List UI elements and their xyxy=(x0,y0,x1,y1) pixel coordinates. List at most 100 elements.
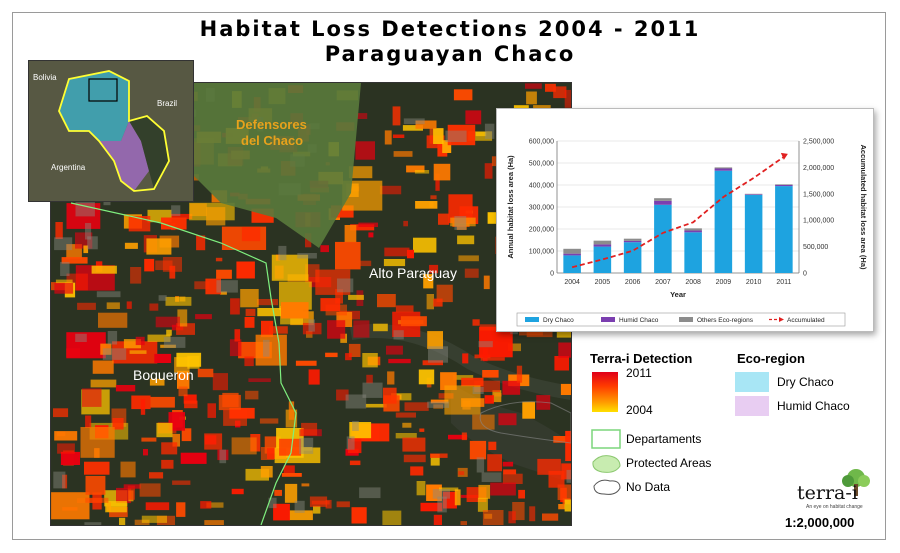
loss-patch xyxy=(442,140,452,153)
loss-patch xyxy=(200,501,212,509)
loss-patch xyxy=(403,454,426,463)
loss-patch xyxy=(553,436,571,443)
loss-patch xyxy=(306,330,313,338)
main-map[interactable]: Defensores del Chaco Alto Paraguay Boque… xyxy=(50,82,572,526)
loss-patch xyxy=(478,484,491,499)
habitat-loss-chart: 0 100,000 200,000 300,000 400,000 500,000 600,… xyxy=(496,108,874,332)
legend-protected-areas: Protected Areas xyxy=(626,456,712,470)
bar-humid-chaco xyxy=(775,185,793,187)
loss-patch xyxy=(443,491,457,509)
loss-patch xyxy=(336,389,349,401)
loss-patch xyxy=(194,281,210,290)
loss-patch xyxy=(189,203,207,217)
cleared-patch xyxy=(478,341,493,348)
loss-patch xyxy=(366,374,373,384)
y-right-tick-label: 1,500,000 xyxy=(803,191,834,198)
loss-patch xyxy=(106,302,120,309)
y-right-tick-label: 0 xyxy=(803,271,807,278)
loss-patch xyxy=(150,396,175,408)
cleared-patch xyxy=(297,253,317,259)
label-boqueron: Boqueron xyxy=(133,367,194,383)
loss-patch xyxy=(273,503,290,521)
terra-i-logo: terra-i xyxy=(797,482,858,504)
loss-patch xyxy=(400,316,427,327)
y-left-tick-label: 500,000 xyxy=(529,161,554,168)
loss-patch xyxy=(556,328,571,338)
loss-patch xyxy=(85,415,92,428)
loss-patch xyxy=(426,484,442,501)
loss-patch xyxy=(477,497,488,512)
cleared-patch xyxy=(437,496,447,513)
chart-legend-arrow xyxy=(779,317,784,322)
loss-patch xyxy=(564,499,571,512)
cleared-patch xyxy=(566,469,571,483)
loss-patch xyxy=(430,399,449,404)
tree-icon xyxy=(842,469,870,496)
loss-patch xyxy=(54,431,78,441)
loss-patch xyxy=(178,386,188,397)
legend-symbols xyxy=(591,429,621,495)
bar-dry-chaco xyxy=(684,232,702,273)
loss-patch xyxy=(176,323,195,335)
chart-legend-swatch xyxy=(525,317,539,322)
loss-patch xyxy=(284,483,298,503)
loss-patch xyxy=(216,269,232,279)
loss-patch xyxy=(92,360,114,374)
loss-patch xyxy=(502,473,523,484)
loss-patch xyxy=(461,432,467,441)
cleared-patch xyxy=(476,457,485,473)
cleared-patch xyxy=(107,331,118,345)
loss-patch xyxy=(257,308,284,317)
bar-others-eco-regions xyxy=(775,184,793,185)
loss-patch xyxy=(448,434,468,440)
loss-patch xyxy=(196,235,206,251)
loss-patch xyxy=(217,449,229,461)
loss-patch xyxy=(382,510,402,525)
loss-patch xyxy=(353,320,370,338)
loss-patch xyxy=(220,291,227,295)
loss-patch xyxy=(433,163,451,181)
loss-patch xyxy=(155,316,180,328)
loss-patch xyxy=(144,258,155,272)
chart-legend-label: Others Eco-regions xyxy=(697,317,754,324)
bar-dry-chaco xyxy=(623,242,642,273)
x-tick-label: 2011 xyxy=(776,279,791,286)
loss-patch xyxy=(335,289,343,304)
loss-patch xyxy=(484,395,494,404)
loss-patch xyxy=(255,334,287,366)
loss-patch xyxy=(435,173,440,191)
loss-patch xyxy=(54,283,74,294)
bar-others-eco-regions xyxy=(654,198,672,201)
loss-patch xyxy=(259,418,279,424)
x-tick-label: 2009 xyxy=(716,279,732,286)
loss-patch xyxy=(348,343,361,357)
loss-patch xyxy=(248,378,271,382)
loss-patch xyxy=(508,343,521,352)
loss-patch xyxy=(57,443,75,454)
loss-patch xyxy=(548,470,565,488)
loss-patch xyxy=(240,289,259,308)
loss-patch xyxy=(204,433,223,450)
loss-patch xyxy=(234,329,241,342)
bar-humid-chaco xyxy=(654,200,672,205)
loss-patch xyxy=(348,294,364,300)
protected-area-defensores xyxy=(181,83,361,248)
loss-patch xyxy=(141,437,157,442)
loss-patch xyxy=(502,461,514,467)
loss-patch xyxy=(474,380,500,392)
loss-patch xyxy=(508,511,516,524)
loss-patch xyxy=(430,453,440,466)
loss-patch xyxy=(418,369,435,385)
y-right-tick-label: 500,000 xyxy=(803,244,828,251)
loss-patch xyxy=(62,474,68,489)
cleared-patch xyxy=(219,449,227,464)
loss-patch xyxy=(358,222,378,227)
loss-patch xyxy=(100,343,112,355)
loss-patch xyxy=(402,125,423,131)
inset-locator-map: Bolivia Brazil Argentina xyxy=(28,60,194,202)
loss-patch xyxy=(502,380,521,395)
loss-patch xyxy=(176,502,186,517)
loss-patch xyxy=(439,487,459,491)
loss-patch xyxy=(283,465,295,473)
loss-patch xyxy=(60,451,80,465)
